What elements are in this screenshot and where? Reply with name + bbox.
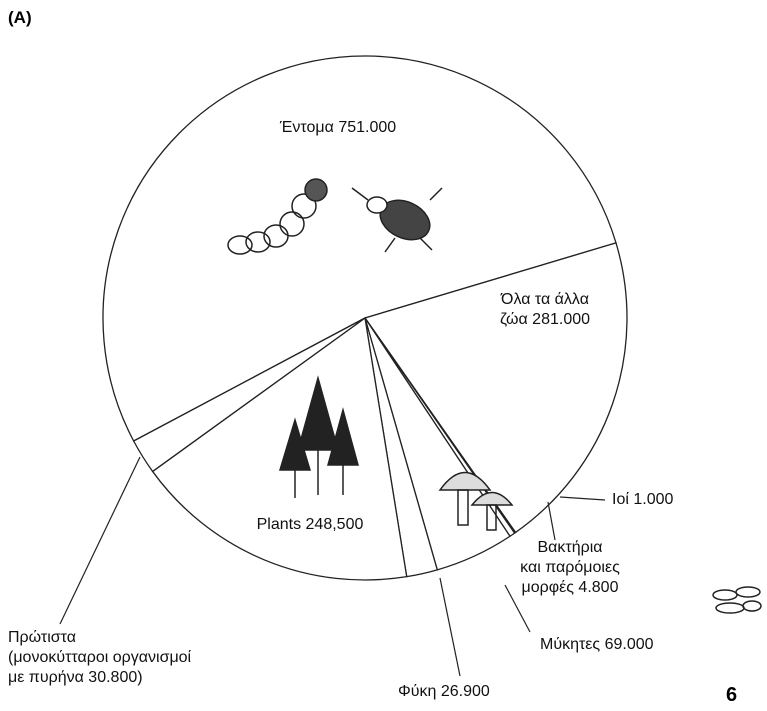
- trees-icon: [278, 375, 359, 498]
- category-name: Plants: [256, 516, 302, 533]
- slice-label: Plants 248,500: [160, 515, 460, 535]
- slice-label: Έντομα 751.000: [188, 118, 488, 138]
- value-label: 69.000: [604, 636, 654, 653]
- value-label: 26.900: [440, 683, 490, 700]
- pie-slice: [151, 316, 408, 581]
- category-name: Πρώτιστα (μονοκύτταροι οργανισμοί με πυρ…: [8, 629, 192, 686]
- category-name: Φύκη: [398, 683, 437, 700]
- bacteria-icon: [712, 586, 762, 614]
- slice-label: Μύκητες 69.000: [540, 635, 654, 655]
- pie-slice: [363, 242, 628, 534]
- value-label: 4.800: [578, 579, 619, 596]
- category-name: Έντομα: [279, 119, 334, 136]
- leader-line: [504, 584, 531, 633]
- beetle-icon: [351, 187, 443, 253]
- mushrooms-icon: [438, 471, 514, 531]
- page-number: 6: [726, 684, 738, 706]
- value-label: 248,500: [305, 516, 364, 533]
- value-label: 1.000: [633, 491, 674, 508]
- slice-label: Φύκη 26.900: [398, 682, 490, 702]
- value-label: 30.800): [88, 669, 143, 686]
- slice-label: Όλα τα άλλα ζώα 281.000: [395, 290, 695, 330]
- value-label: 751.000: [338, 119, 397, 136]
- chart-title: (A): [8, 8, 32, 27]
- leader-line: [439, 577, 461, 677]
- illustrations: [227, 178, 762, 614]
- pie-slice: [102, 55, 617, 442]
- category-name: Μύκητες: [540, 636, 601, 653]
- leader-line: [59, 456, 141, 625]
- larva-icon: [227, 178, 328, 255]
- slice-label: Βακτήρια και παρόμοιες μορφές 4.800: [420, 538, 720, 598]
- leader-line: [559, 496, 606, 501]
- pie-slice: [132, 317, 366, 473]
- slice-label: Ιοί 1.000: [612, 490, 673, 510]
- category-name: Βακτήρια και παρόμοιες μορφές: [520, 539, 620, 596]
- category-name: Όλα τα άλλα ζώα: [499, 291, 589, 328]
- slice-label: Πρώτιστα (μονοκύτταροι οργανισμοί με πυρ…: [8, 628, 191, 688]
- category-name: Ιοί: [612, 491, 634, 508]
- value-label: 281.000: [532, 311, 591, 328]
- leader-line: [547, 501, 556, 541]
